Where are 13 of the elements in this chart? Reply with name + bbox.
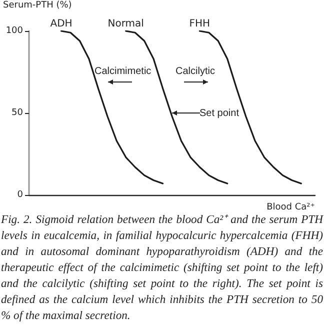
series-label: Normal [108,18,144,30]
y-tick-label: 0 [17,190,24,200]
series-label: ADH [50,18,72,30]
annotation: Set point [200,108,239,118]
caption: Fig. 2. Sigmoid relation between the blood Ca²⁺ and the serum PTH levels in eucalcemia, in familial hypocalcuric hypercalcemia (FHH) and in autosomal dominant hypoparathyroidism (ADH) and the therapeutic effect of the calcimimetic (shifting set point to the left) and the calcilytic (shifting set point to the right). The set point is defined as the calcium level which inhibits the PTH secretion to 50 % of the maximal secretion. [1,212,323,324]
y-tick-label: 100 [6,26,24,36]
y-tick-label: 50 [12,108,24,118]
annotation: Calcilytic [176,66,215,76]
annotation: Calcimimetic [94,66,152,76]
line-series [60,30,164,184]
x-axis-title: Blood Ca²⁺ [266,202,316,212]
series-label: FHH [189,18,210,30]
y-axis-title: Serum-PTH (%) [3,0,72,10]
